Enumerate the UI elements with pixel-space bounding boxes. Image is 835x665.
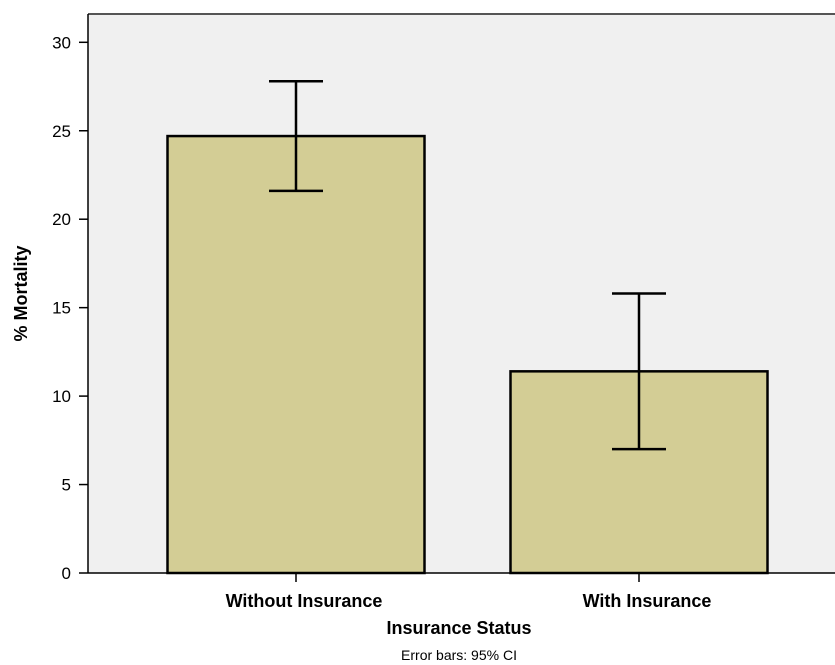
x-axis-title: Insurance Status [386, 618, 531, 638]
error-bar-without-insurance [269, 79, 323, 193]
y-tick-label: 25 [52, 122, 71, 141]
y-tick-label: 30 [52, 33, 71, 52]
y-tick-label: 5 [62, 476, 71, 495]
y-tick-label: 20 [52, 210, 71, 229]
x-tick-label: Without Insurance [226, 591, 383, 611]
y-tick-label: 0 [62, 564, 71, 583]
y-axis-title: % Mortality [11, 245, 31, 341]
y-tick-label: 15 [52, 299, 71, 318]
bar-without-insurance [166, 134, 426, 575]
y-tick-label: 10 [52, 387, 71, 406]
error-bar-with-insurance [612, 292, 666, 451]
x-tick-label: With Insurance [583, 591, 712, 611]
error-bars-footnote: Error bars: 95% CI [401, 647, 517, 663]
